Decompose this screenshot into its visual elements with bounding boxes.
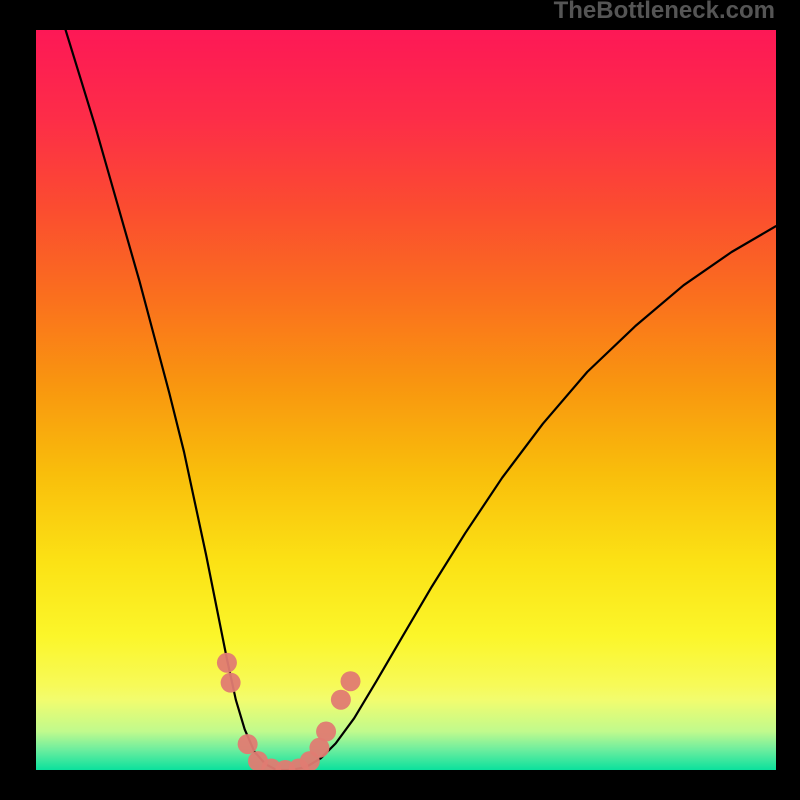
watermark-text: TheBottleneck.com	[554, 0, 775, 24]
marker-dot	[316, 722, 336, 742]
canvas: TheBottleneck.com	[0, 0, 800, 800]
marker-dot	[217, 653, 237, 673]
plot-area	[36, 30, 776, 770]
v-curve	[66, 30, 776, 770]
marker-dot	[331, 690, 351, 710]
marker-dot	[221, 673, 241, 693]
marker-dot	[238, 734, 258, 754]
marker-dot	[341, 671, 361, 691]
plot-overlay	[36, 30, 776, 770]
